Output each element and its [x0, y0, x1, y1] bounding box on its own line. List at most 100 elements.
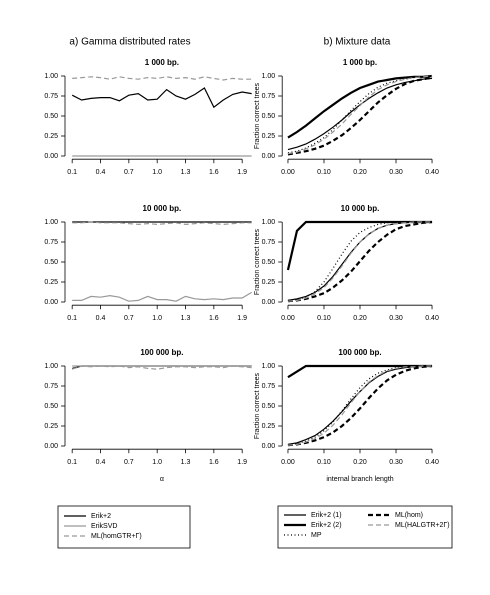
- y-tick-label: 1.00: [262, 73, 276, 80]
- series-line: [287, 75, 433, 155]
- y-tick-label: 1.00: [44, 219, 58, 226]
- series-line: [72, 291, 252, 302]
- series-line: [287, 76, 433, 156]
- y-tick-label: 0.00: [44, 443, 58, 450]
- column-heading: a) Gamma distributed rates: [69, 37, 190, 48]
- x-tick-label: 1.0: [152, 169, 162, 176]
- y-tick-label: 0.75: [262, 239, 276, 246]
- y-tick-label: 0.50: [262, 113, 276, 120]
- series-line: [72, 76, 252, 81]
- x-tick-label: 0.7: [124, 169, 134, 176]
- x-tick-label: 0.4: [96, 315, 106, 322]
- x-tick-label: 0.1: [67, 459, 77, 466]
- y-tick-label: 0.25: [262, 133, 276, 140]
- y-axis-label: Fraction correct trees: [254, 82, 261, 149]
- x-tick-label: 1.0: [152, 459, 162, 466]
- x-tick-label: 0.10: [317, 459, 331, 466]
- series-line: [286, 220, 433, 271]
- legend-box: [277, 505, 453, 549]
- series-line: [72, 221, 252, 226]
- x-tick-label: 1.6: [209, 169, 219, 176]
- y-tick-label: 0.25: [44, 279, 58, 286]
- legend-label: ML(homGTR+Γ): [91, 533, 142, 540]
- series-line: [287, 220, 433, 303]
- y-tick-label: 0.25: [262, 279, 276, 286]
- y-tick-label: 0.75: [44, 239, 58, 246]
- x-tick-label: 0.40: [425, 459, 439, 466]
- chart-title: 10 000 bp.: [341, 204, 380, 213]
- x-tick-label: 0.7: [124, 459, 134, 466]
- chart-title: 1 000 bp.: [343, 58, 377, 67]
- x-tick-label: 0.20: [353, 315, 367, 322]
- chart-title: 100 000 bp.: [338, 348, 381, 357]
- chart-title: 1 000 bp.: [145, 58, 179, 67]
- x-tick-label: 0.20: [353, 169, 367, 176]
- x-tick-label: 0.1: [67, 315, 77, 322]
- series-line: [287, 74, 433, 139]
- y-tick-label: 0.00: [44, 153, 58, 160]
- x-tick-label: 0.00: [281, 169, 295, 176]
- y-tick-label: 0.50: [262, 403, 276, 410]
- legend-label: Erik+2: [91, 513, 111, 520]
- y-tick-label: 0.50: [44, 403, 58, 410]
- x-tick-label: 0.4: [96, 169, 106, 176]
- x-tick-label: 0.40: [425, 315, 439, 322]
- y-tick-label: 0.75: [44, 383, 58, 390]
- y-axis-label: Fraction correct trees: [254, 372, 261, 439]
- y-tick-label: 1.00: [262, 363, 276, 370]
- x-tick-label: 0.7: [124, 315, 134, 322]
- legend-box: [57, 505, 191, 549]
- x-tick-label: 1.3: [181, 459, 191, 466]
- x-tick-label: 1.0: [152, 315, 162, 322]
- y-tick-label: 0.75: [262, 383, 276, 390]
- y-tick-label: 0.50: [44, 113, 58, 120]
- x-tick-label: 0.30: [389, 315, 403, 322]
- legend-label: Erik+2 (1): [311, 512, 342, 519]
- legend-label: ML(hom): [395, 512, 423, 519]
- y-tick-label: 1.00: [262, 219, 276, 226]
- x-tick-label: 1.9: [237, 315, 247, 322]
- x-tick-label: 0.4: [96, 459, 106, 466]
- x-tick-label: 0.10: [317, 315, 331, 322]
- series-line: [287, 221, 433, 301]
- series-line: [71, 87, 252, 109]
- x-tick-label: 0.30: [389, 169, 403, 176]
- y-tick-label: 0.50: [44, 259, 58, 266]
- chart-title: 100 000 bp.: [140, 348, 183, 357]
- series-line: [287, 365, 433, 445]
- x-tick-label: 1.6: [209, 459, 219, 466]
- legend-label: ErikSVD: [91, 523, 117, 530]
- series-line: [287, 364, 433, 379]
- legend-label: ML(HALGTR+2Γ): [395, 522, 450, 529]
- series-line: [287, 221, 433, 302]
- y-tick-label: 0.50: [262, 259, 276, 266]
- x-tick-label: 0.00: [281, 315, 295, 322]
- y-axis-label: Fraction correct trees: [254, 228, 261, 295]
- x-tick-label: 0.20: [353, 459, 367, 466]
- y-tick-label: 0.00: [262, 299, 276, 306]
- legend-label: MP: [311, 532, 322, 539]
- y-tick-label: 0.00: [262, 153, 276, 160]
- x-tick-label: 1.6: [209, 315, 219, 322]
- x-axis-label: α: [160, 476, 164, 483]
- series-line: [287, 364, 433, 447]
- y-tick-label: 0.00: [44, 299, 58, 306]
- column-heading: b) Mixture data: [324, 37, 391, 48]
- x-tick-label: 1.3: [181, 315, 191, 322]
- y-tick-label: 0.75: [44, 93, 58, 100]
- y-tick-label: 1.00: [44, 363, 58, 370]
- y-tick-label: 0.00: [262, 443, 276, 450]
- x-tick-label: 1.3: [181, 169, 191, 176]
- x-tick-label: 0.1: [67, 169, 77, 176]
- x-axis-label: internal branch length: [326, 476, 393, 483]
- y-tick-label: 1.00: [44, 73, 58, 80]
- series-line: [287, 365, 433, 446]
- series-line: [287, 365, 433, 446]
- y-tick-label: 0.25: [44, 423, 58, 430]
- x-tick-label: 0.40: [425, 169, 439, 176]
- chart-title: 10 000 bp.: [143, 204, 182, 213]
- x-tick-label: 0.00: [281, 459, 295, 466]
- y-tick-label: 0.75: [262, 93, 276, 100]
